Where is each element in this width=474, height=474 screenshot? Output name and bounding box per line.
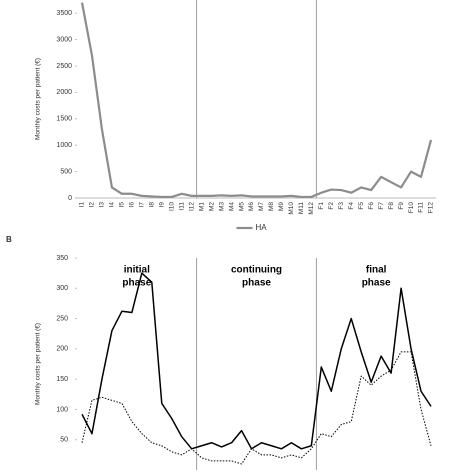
- y-tick-label: 1500: [56, 116, 72, 123]
- annotation: continuing: [231, 265, 282, 276]
- series-line: [81, 272, 432, 450]
- x-tick-label: I4: [109, 202, 116, 208]
- annotation: phase: [362, 278, 391, 289]
- panel-label: B: [6, 235, 12, 244]
- y-axis-label: Monthly costs per patient (€): [35, 323, 42, 405]
- y-tick-label: 150: [56, 376, 68, 383]
- x-tick-label: I1: [79, 202, 86, 208]
- x-tick-label: F8: [388, 202, 395, 210]
- legend-label: HA: [256, 223, 268, 232]
- x-tick-label: I8: [149, 202, 156, 208]
- x-tick-label: I7: [139, 202, 146, 208]
- x-tick-label: I11: [178, 202, 185, 211]
- x-tick-label: F7: [378, 202, 385, 210]
- y-tick-label: 3500: [56, 10, 72, 17]
- x-tick-label: F4: [348, 202, 355, 210]
- x-tick-label: F3: [338, 202, 345, 210]
- y-tick-label: 100: [56, 406, 68, 413]
- x-tick-label: F1: [318, 202, 325, 210]
- x-tick-label: M6: [248, 202, 255, 211]
- series-line: [81, 351, 432, 465]
- annotation: final: [366, 265, 387, 276]
- y-tick-label: 500: [60, 168, 72, 175]
- x-tick-label: M2: [208, 202, 215, 211]
- x-tick-label: I3: [99, 202, 106, 208]
- x-tick-label: M11: [298, 202, 305, 215]
- y-tick-label: 2500: [56, 63, 72, 70]
- y-tick-label: 300: [56, 285, 68, 292]
- y-tick-label: 250: [56, 315, 68, 322]
- x-tick-label: M1: [198, 202, 205, 211]
- x-tick-label: I10: [168, 202, 175, 211]
- y-tick-label: 0: [68, 195, 72, 202]
- y-tick-label: 50: [60, 437, 68, 444]
- y-axis-label: Monthly costs per patient (€): [35, 58, 42, 140]
- x-tick-label: M4: [228, 202, 235, 211]
- x-tick-label: I5: [119, 202, 126, 208]
- y-tick-label: 2000: [56, 89, 72, 96]
- x-tick-label: F12: [428, 202, 435, 214]
- x-tick-label: F9: [398, 202, 405, 210]
- annotation: phase: [242, 278, 271, 289]
- y-tick-label: 3000: [56, 36, 72, 43]
- y-tick-label: 200: [56, 346, 68, 353]
- x-tick-label: F5: [358, 202, 365, 210]
- y-tick-label: 350: [56, 255, 68, 262]
- x-tick-label: I12: [188, 202, 195, 211]
- x-tick-label: M12: [308, 202, 315, 215]
- annotation: phase: [122, 278, 151, 289]
- x-tick-label: M7: [258, 202, 265, 211]
- x-tick-label: M8: [268, 202, 275, 211]
- series-line: [80, 2, 433, 199]
- x-tick-label: M10: [288, 202, 295, 215]
- y-tick-label: 1000: [56, 142, 72, 149]
- x-tick-label: M5: [238, 202, 245, 211]
- x-tick-label: I6: [129, 202, 136, 208]
- annotation: initial: [124, 265, 150, 276]
- x-tick-label: M9: [278, 202, 285, 211]
- x-tick-label: F2: [328, 202, 335, 210]
- x-tick-label: M3: [218, 202, 225, 211]
- x-tick-label: F6: [368, 202, 375, 210]
- x-tick-label: I9: [158, 202, 165, 208]
- x-tick-label: F11: [418, 202, 425, 213]
- x-tick-label: F10: [408, 202, 415, 214]
- x-tick-label: I2: [89, 202, 96, 208]
